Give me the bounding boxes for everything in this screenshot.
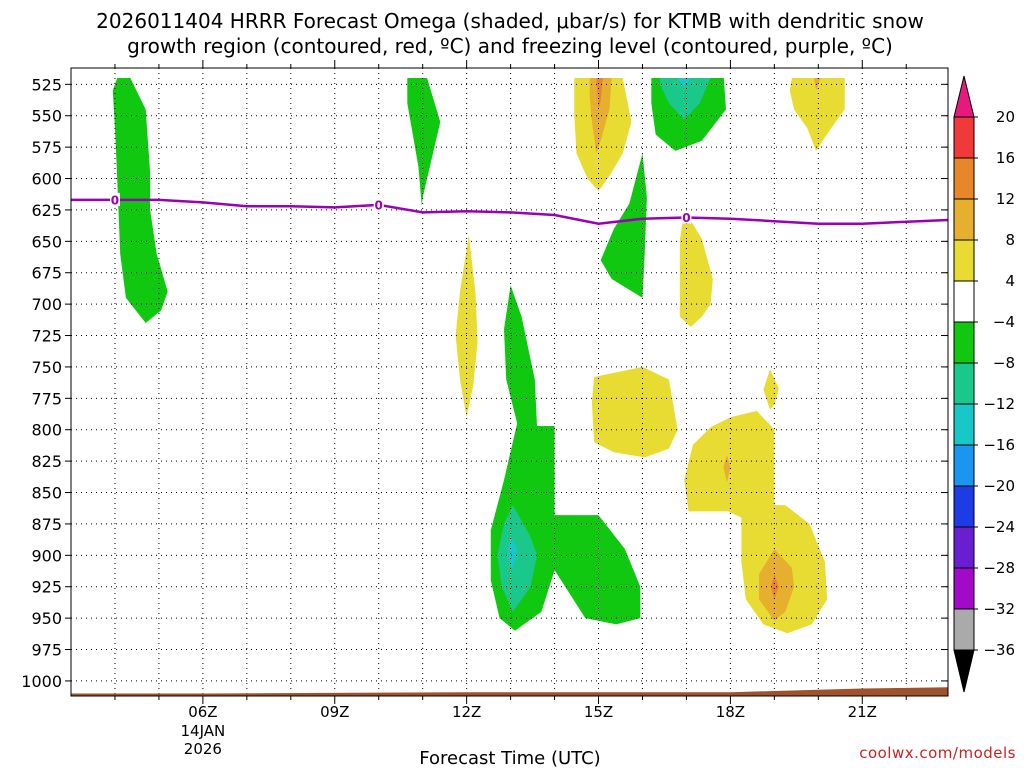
omega-region-gold-top-15z — [589, 78, 612, 154]
omega-region-green-spike-16z — [600, 153, 647, 298]
colorbar-bin-3 — [953, 239, 975, 282]
omega-region-cyan-core-13z — [507, 536, 518, 571]
y-tick-label-600: 600 — [31, 170, 62, 189]
colorbar-tick-label-6: −8 — [993, 354, 1015, 372]
y-tick-label-650: 650 — [31, 232, 62, 251]
freezing-level-line — [71, 198, 948, 225]
y-tick-label-925: 925 — [31, 578, 62, 597]
colorbar: 20 16 12 8 4 −4 −8 −12 −16 −20 −24 −28 −32 −36 — [953, 75, 1015, 693]
colorbar-tick-label-8: −16 — [983, 436, 1015, 454]
x-tick-label-18Z: 18Z — [716, 703, 745, 721]
freezing-label-0: 0 — [111, 193, 119, 207]
colorbar-tick-label-1: 16 — [996, 149, 1015, 167]
omega-region-cyan-top-17z — [677, 78, 691, 89]
y-tick-label-625: 625 — [31, 201, 62, 220]
freezing-level-layer: 0 0 0 — [71, 192, 948, 225]
omega-shading-layer — [112, 78, 845, 634]
terrain-layer — [71, 687, 948, 696]
colorbar-tick-label-10: −24 — [983, 518, 1015, 536]
y-tick-label-950: 950 — [31, 609, 62, 628]
freezing-label-bg-2 — [681, 210, 692, 224]
x-tick-label-12Z: 12Z — [452, 703, 481, 721]
colorbar-bin-11 — [953, 567, 975, 610]
y-tick-label-900: 900 — [31, 546, 62, 565]
omega-region-yellow-blob-19z — [763, 369, 779, 410]
terrain-fill — [71, 687, 948, 696]
chart-title-line-2: growth region (contoured, red, ºC) and f… — [127, 34, 893, 58]
y-tick-label-825: 825 — [31, 452, 62, 471]
y-tick-label-975: 975 — [31, 641, 62, 660]
colorbar-bin-1 — [953, 157, 975, 200]
omega-region-gold-mid-18z — [723, 454, 731, 483]
x-tick-date-line-1: 14JAN — [181, 722, 226, 740]
y-tick-label-725: 725 — [31, 327, 62, 346]
colorbar-bin-4 — [953, 280, 975, 323]
colorbar-bin-7 — [953, 403, 975, 446]
omega-region-gold-top-20z — [813, 78, 821, 91]
omega-region-orange-low-19z — [770, 574, 779, 600]
colorbar-tick-label-7: −12 — [983, 395, 1015, 413]
omega-region-teal-core-13z — [497, 505, 537, 612]
colorbar-bin-5 — [953, 321, 975, 364]
colorbar-tick-label-4: 4 — [1005, 272, 1015, 290]
y-tick-label-575: 575 — [31, 138, 62, 157]
plot-frame — [70, 67, 949, 697]
colorbar-tick-label-9: −20 — [983, 477, 1015, 495]
y-tick-label-750: 750 — [31, 358, 62, 377]
freezing-label-bg-1 — [373, 197, 384, 211]
x-tick-label-09Z: 09Z — [320, 703, 349, 721]
y-tick-label-675: 675 — [31, 264, 62, 283]
colorbar-bin-10 — [953, 526, 975, 569]
colorbar-tick-label-3: 8 — [1005, 231, 1015, 249]
y-tick-label-850: 850 — [31, 484, 62, 503]
x-tick-date-line-2: 2026 — [184, 740, 222, 758]
y-tick-label-700: 700 — [31, 295, 62, 314]
omega-region-yellow-top-15z — [574, 78, 632, 192]
y-tick-label-775: 775 — [31, 389, 62, 408]
colorbar-overflow-high — [953, 75, 975, 118]
colorbar-bin-0 — [953, 116, 975, 159]
colorbar-tick-label-0: 20 — [996, 108, 1015, 126]
colorbar-bin-6 — [953, 362, 975, 405]
x-axis-label: Forecast Time (UTC) — [419, 748, 600, 768]
colorbar-bin-12 — [953, 608, 975, 651]
y-axis: 525 550 575 600 625 650 675 700 725 750 775 800 825 8… — [21, 75, 948, 691]
freezing-label-bg-0 — [109, 192, 120, 206]
colorbar-tick-label-5: −4 — [993, 313, 1015, 331]
omega-region-green-spike-11z — [407, 78, 441, 207]
gridlines — [71, 68, 948, 696]
colorbar-tick-label-11: −28 — [983, 559, 1015, 577]
colorbar-tick-label-12: −32 — [983, 600, 1015, 618]
omega-region-yellow-mid-16z — [591, 366, 678, 458]
omega-region-yellow-freezing-17z — [679, 209, 713, 327]
colorbar-overflow-low — [953, 649, 975, 693]
omega-region-teal-top-17z — [660, 78, 711, 120]
x-tick-label-15Z: 15Z — [584, 703, 613, 721]
y-tick-label-875: 875 — [31, 515, 62, 534]
omega-region-yellow-top-20z — [789, 78, 845, 151]
chart-title-line-1: 2026011404 HRRR Forecast Omega (shaded, … — [96, 9, 924, 33]
y-tick-label-800: 800 — [31, 421, 62, 440]
y-tick-label-525: 525 — [31, 75, 62, 94]
credit-text: coolwx.com/models — [859, 744, 1016, 762]
x-tick-label-21Z: 21Z — [848, 703, 877, 721]
omega-region-orange-top-15z — [596, 78, 603, 110]
omega-region-yellow-spike-12z — [455, 235, 478, 418]
colorbar-tick-label-2: 12 — [996, 190, 1015, 208]
colorbar-tick-label-13: −36 — [983, 641, 1015, 659]
x-tick-label-06Z: 06Z — [188, 703, 217, 721]
colorbar-bin-2 — [953, 198, 975, 241]
freezing-label-1: 0 — [375, 198, 383, 212]
y-tick-label-550: 550 — [31, 107, 62, 126]
colorbar-bin-8 — [953, 444, 975, 487]
y-tick-label-1000: 1000 — [21, 672, 62, 691]
colorbar-bin-9 — [953, 485, 975, 528]
freezing-label-2: 0 — [682, 211, 690, 225]
